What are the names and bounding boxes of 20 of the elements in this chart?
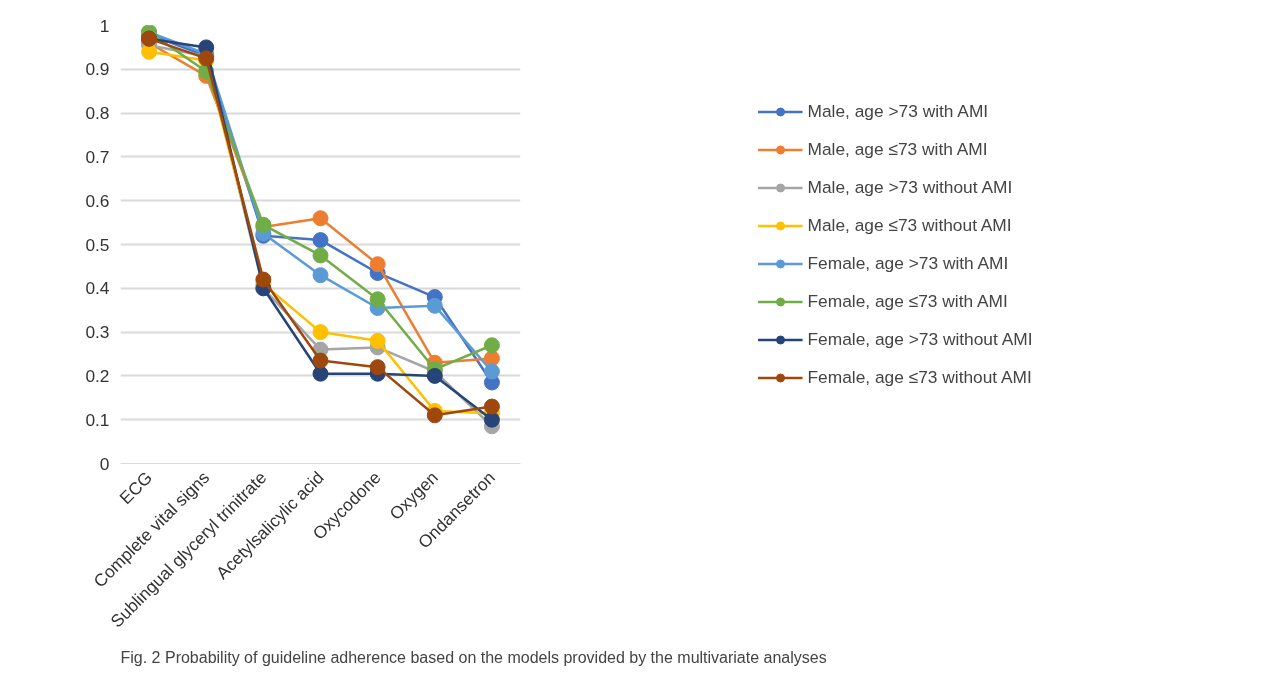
y-tick-label: 0.7 [85, 146, 110, 167]
legend-label: Male, age ≤73 without AMI [807, 214, 1012, 236]
legend-label: Male, age >73 with AMI [807, 100, 989, 122]
legend-label: Male, age ≤73 with AMI [807, 138, 988, 160]
y-tick-label: 0.6 [85, 190, 110, 211]
legend-label: Female, age ≤73 with AMI [807, 290, 1008, 312]
y-tick-label: 0.3 [85, 322, 110, 343]
y-tick-label: 0.4 [85, 278, 110, 299]
legend-label: Female, age >73 without AMI [807, 328, 1033, 350]
y-tick-label: 0.5 [85, 234, 110, 255]
y-tick-label: 1 [99, 15, 110, 36]
y-tick-label: 0.1 [85, 409, 110, 430]
legend-label: Female, age >73 with AMI [807, 252, 1009, 274]
caption: Fig. 2 Probability of guideline adherence based on the models provided by the multivariate analyses [120, 648, 827, 666]
y-tick-label: 0.9 [85, 59, 110, 80]
y-tick-label: 0.8 [85, 103, 110, 124]
y-tick-label: 0.2 [85, 365, 110, 386]
legend-label: Male, age >73 without AMI [807, 176, 1013, 198]
legend-label: Female, age ≤73 without AMI [807, 366, 1032, 388]
y-tick-label: 0 [99, 453, 110, 474]
